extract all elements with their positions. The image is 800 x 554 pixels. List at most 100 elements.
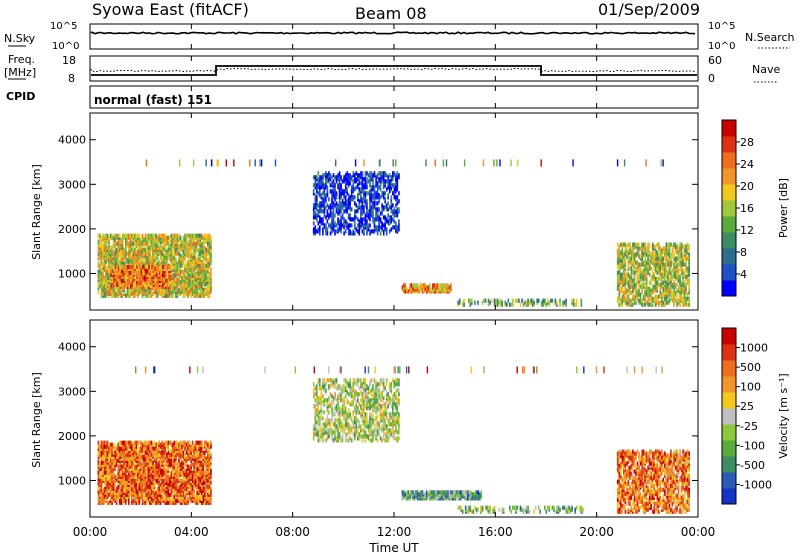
data-cell <box>658 260 660 265</box>
data-cell <box>624 286 627 291</box>
data-cell <box>632 242 634 247</box>
data-cell <box>108 442 110 447</box>
data-cell <box>381 179 383 184</box>
data-cell <box>153 446 156 451</box>
data-cell <box>191 291 194 296</box>
data-cell <box>125 293 127 298</box>
data-cell <box>132 484 135 489</box>
data-cell <box>341 189 344 194</box>
data-cell <box>618 256 621 261</box>
data-cell <box>332 187 335 192</box>
data-cell <box>147 440 150 445</box>
data-cell <box>355 209 358 214</box>
data-cell <box>131 446 133 451</box>
data-cell <box>99 462 101 467</box>
data-cell <box>153 239 156 244</box>
data-cell <box>102 456 104 461</box>
data-cell <box>644 286 646 291</box>
data-cell <box>312 227 315 232</box>
data-cell <box>102 488 104 493</box>
data-cell <box>207 257 209 262</box>
nsky-label: N.Sky <box>4 32 36 45</box>
data-cell <box>490 298 493 303</box>
data-cell <box>668 292 671 297</box>
data-cell <box>376 201 379 206</box>
data-cell <box>194 285 197 290</box>
data-cell <box>382 205 385 210</box>
data-cell <box>680 260 683 265</box>
data-cell <box>115 233 118 238</box>
data-cell <box>323 183 326 188</box>
data-cell <box>524 300 526 305</box>
data-cell <box>319 231 321 236</box>
data-cell <box>349 181 351 186</box>
data-cell <box>137 255 139 260</box>
data-cell <box>128 241 130 246</box>
data-cell <box>654 286 657 291</box>
data-cell <box>114 444 116 449</box>
data-cell <box>639 246 642 251</box>
data-cell <box>363 205 365 210</box>
data-cell <box>633 282 636 287</box>
data-cell <box>103 456 106 461</box>
data-cell <box>144 293 147 298</box>
data-cell <box>398 227 400 232</box>
data-cell <box>322 231 324 236</box>
data-cell <box>673 242 675 247</box>
data-cell <box>134 285 136 290</box>
data-cell <box>193 277 195 282</box>
data-cell <box>146 472 148 477</box>
data-cell <box>100 235 103 240</box>
data-cell <box>161 233 163 238</box>
data-cell <box>114 287 116 292</box>
data-cell <box>343 175 345 180</box>
data-cell <box>102 285 104 290</box>
data-cell <box>103 279 106 284</box>
freq-label-line1: Freq. <box>8 53 35 66</box>
data-cell <box>155 289 157 294</box>
data-cell <box>624 278 627 283</box>
data-cell <box>103 466 106 471</box>
data-cell <box>108 291 110 296</box>
data-cell <box>366 191 368 196</box>
data-cell <box>178 281 180 286</box>
data-cell <box>144 472 147 477</box>
data-cell <box>395 181 397 186</box>
data-cell <box>140 285 142 290</box>
data-cell <box>106 440 109 445</box>
colorbar-swatch <box>722 136 736 153</box>
data-cell <box>316 175 318 180</box>
data-cell <box>352 229 355 234</box>
data-cell <box>204 245 206 250</box>
data-cell <box>630 266 633 271</box>
data-cell <box>360 171 362 176</box>
data-cell <box>385 231 388 236</box>
data-cell <box>651 284 654 289</box>
data-cell <box>117 492 119 497</box>
data-cell <box>654 280 657 285</box>
data-cell <box>430 287 433 292</box>
data-cell <box>676 248 678 253</box>
data-cell <box>406 287 408 292</box>
data-cell <box>680 284 683 289</box>
data-cell <box>184 271 186 276</box>
data-cell <box>369 179 371 184</box>
data-cell <box>381 203 383 208</box>
data-cell <box>644 242 646 247</box>
colorbar-swatch <box>722 200 736 217</box>
data-cell <box>621 280 624 285</box>
data-cell <box>181 275 183 280</box>
data-cell <box>193 233 195 238</box>
data-cell <box>659 272 662 277</box>
data-cell <box>134 446 136 451</box>
data-cell <box>620 272 622 277</box>
data-cell <box>207 269 209 274</box>
data-cell <box>118 452 121 457</box>
data-cell <box>132 245 135 250</box>
data-cell <box>651 296 654 301</box>
data-cell <box>128 486 130 491</box>
data-cell <box>641 270 643 275</box>
data-cell <box>398 223 400 228</box>
data-cell <box>683 300 686 305</box>
